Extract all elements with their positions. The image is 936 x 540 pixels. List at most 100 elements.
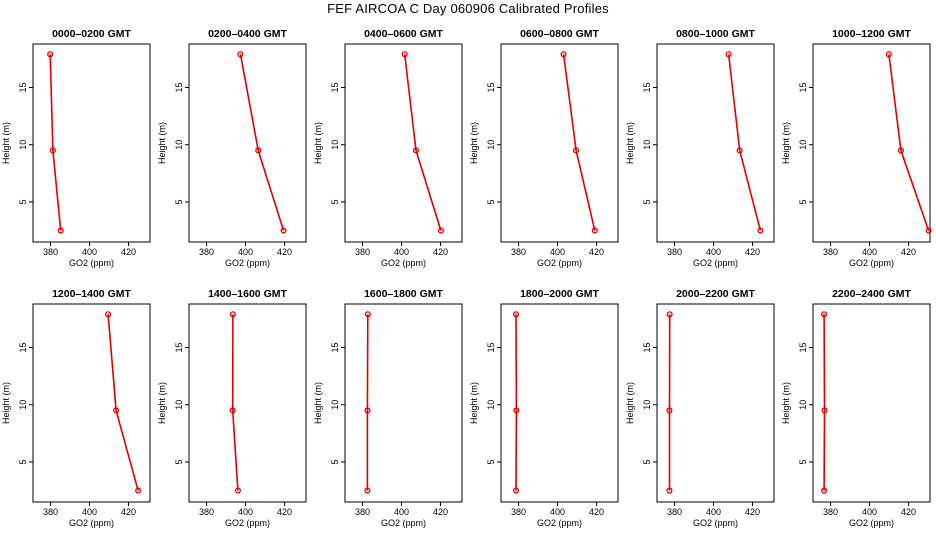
- y-tick-label: 15: [174, 82, 184, 92]
- data-point: [135, 487, 142, 494]
- data-point: [113, 407, 120, 414]
- panel-title: 1800–2000 GMT: [520, 288, 599, 300]
- y-tick-label: 15: [174, 342, 184, 352]
- data-point: [573, 147, 580, 154]
- y-tick-label: 5: [174, 199, 184, 204]
- data-point: [364, 487, 371, 494]
- data-point: [512, 311, 520, 318]
- x-tick-label: 420: [121, 247, 136, 257]
- panel-2: 0200–0400 GMT 380 400 420 GO2 (ppm) 5 10 15 Heig…: [157, 28, 307, 268]
- y-tick-label: 15: [330, 82, 340, 92]
- data-point: [666, 487, 673, 494]
- data-point: [512, 487, 520, 494]
- y-tick-label: 5: [486, 199, 496, 204]
- x-axis-label: GO2 (ppm): [225, 518, 270, 528]
- panel-title: 2000–2200 GMT: [676, 288, 755, 300]
- y-axis-label: Height (m): [469, 122, 479, 164]
- y-axis-label: Height (m): [1, 382, 11, 424]
- profile-line: [107, 314, 139, 491]
- data-point: [57, 227, 64, 234]
- profile-line: [562, 54, 596, 231]
- panel-title: 2200–2400 GMT: [832, 288, 911, 300]
- y-tick-label: 5: [798, 459, 808, 464]
- profile-line: [49, 54, 62, 231]
- figure-title: FEF AIRCOA C Day 060906 Calibrated Profi…: [327, 1, 609, 16]
- data-point: [237, 51, 244, 58]
- data-point: [897, 147, 904, 154]
- panel-11: 2000–2200 GMT 380 400 420 GO2 (ppm) 5 10 15 Heig…: [625, 288, 775, 528]
- x-tick-label: 400: [394, 507, 409, 517]
- panel-title: 0800–1000 GMT: [676, 28, 755, 40]
- panel-1: 0000–0200 GMT 380 400 420 GO2 (ppm) 5 10 15 Heig…: [1, 28, 151, 268]
- x-tick-label: 380: [823, 507, 838, 517]
- x-tick-label: 420: [277, 247, 292, 257]
- panel-4: 0600–0800 GMT 380 400 420 GO2 (ppm) 5 10 15 Heig…: [469, 28, 619, 268]
- panel-6: 1000–1200 GMT 380 400 420 GO2 (ppm) 5 10 15 Heig…: [781, 28, 932, 268]
- x-tick-label: 420: [121, 507, 136, 517]
- x-tick-label: 420: [589, 247, 604, 257]
- panel-title: 0400–0600 GMT: [364, 28, 443, 40]
- plot-frame: [32, 303, 151, 503]
- x-tick-label: 380: [43, 247, 58, 257]
- plot-frame: [812, 43, 931, 243]
- data-point: [234, 487, 241, 494]
- profile-line: [888, 54, 930, 231]
- y-tick-label: 10: [330, 140, 340, 150]
- plot-frame: [344, 43, 463, 243]
- y-tick-label: 10: [486, 400, 496, 410]
- y-tick-label: 15: [18, 342, 28, 352]
- x-axis-label: GO2 (ppm): [69, 518, 114, 528]
- x-axis-label: GO2 (ppm): [537, 518, 582, 528]
- x-tick-label: 380: [511, 247, 526, 257]
- y-axis-label: Height (m): [781, 122, 791, 164]
- x-axis-label: GO2 (ppm): [693, 258, 738, 268]
- y-tick-label: 10: [798, 140, 808, 150]
- y-tick-label: 15: [642, 82, 652, 92]
- x-axis-label: GO2 (ppm): [693, 518, 738, 528]
- data-point: [47, 51, 54, 58]
- y-tick-label: 5: [18, 459, 28, 464]
- panel-title: 1600–1800 GMT: [364, 288, 443, 300]
- data-point: [560, 51, 567, 58]
- panel-7: 1200–1400 GMT 380 400 420 GO2 (ppm) 5 10 15 Heig…: [1, 288, 151, 528]
- x-tick-label: 400: [394, 247, 409, 257]
- y-axis-label: Height (m): [157, 382, 167, 424]
- y-tick-label: 5: [174, 459, 184, 464]
- plot-frame: [656, 43, 775, 243]
- x-tick-label: 400: [550, 507, 565, 517]
- y-axis-label: Height (m): [157, 122, 167, 164]
- panel-10: 1800–2000 GMT 380 400 420 GO2 (ppm) 5 10 15 Heig…: [469, 288, 619, 528]
- panel-9: 1600–1800 GMT 380 400 420 GO2 (ppm) 5 10 15 Heig…: [313, 288, 463, 528]
- x-tick-label: 400: [82, 247, 97, 257]
- x-tick-label: 420: [433, 507, 448, 517]
- y-axis-label: Height (m): [313, 382, 323, 424]
- y-tick-label: 5: [642, 199, 652, 204]
- profile-line: [727, 54, 762, 231]
- y-tick-label: 10: [18, 400, 28, 410]
- x-axis-label: GO2 (ppm): [849, 258, 894, 268]
- panel-title: 0200–0400 GMT: [208, 28, 287, 40]
- data-point: [666, 407, 673, 414]
- plot-frame: [500, 303, 619, 503]
- y-tick-label: 5: [330, 199, 340, 204]
- y-tick-label: 10: [642, 140, 652, 150]
- y-tick-label: 15: [798, 82, 808, 92]
- y-axis-label: Height (m): [625, 122, 635, 164]
- y-axis-label: Height (m): [313, 122, 323, 164]
- plot-frame: [344, 303, 463, 503]
- x-tick-label: 420: [433, 247, 448, 257]
- panel-5: 0800–1000 GMT 380 400 420 GO2 (ppm) 5 10 15 Heig…: [625, 28, 775, 268]
- data-point: [105, 311, 112, 318]
- y-tick-label: 10: [174, 400, 184, 410]
- y-tick-label: 15: [18, 82, 28, 92]
- y-axis-label: Height (m): [1, 122, 11, 164]
- data-point: [49, 147, 56, 154]
- x-tick-label: 380: [43, 507, 58, 517]
- x-tick-label: 380: [667, 247, 682, 257]
- y-tick-label: 5: [798, 199, 808, 204]
- data-point: [401, 51, 408, 58]
- y-tick-label: 15: [330, 342, 340, 352]
- y-tick-label: 5: [18, 199, 28, 204]
- plot-frame: [500, 43, 619, 243]
